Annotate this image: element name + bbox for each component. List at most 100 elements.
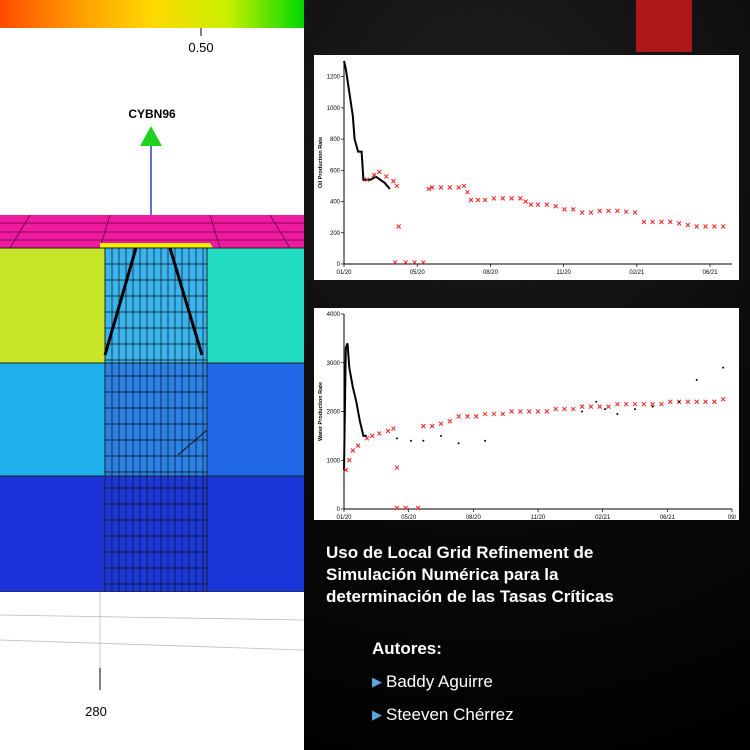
observed-point — [456, 185, 461, 190]
cell-yellow-green — [0, 248, 105, 363]
observed-point — [364, 177, 370, 183]
cell-bottom-left — [0, 476, 105, 592]
y-tick-label: 3000 — [327, 361, 341, 367]
observed-point — [659, 219, 664, 225]
x-tick-label: 06/21 — [703, 270, 719, 276]
observed-point — [447, 185, 453, 190]
observed-point — [676, 221, 682, 226]
oil-rate-chart: 0 200 400 600 800 1000 1200 01/20 05/20 08/20 11/2… — [314, 55, 739, 280]
well-label: CYBN96 — [128, 107, 176, 121]
observed-point — [606, 208, 611, 214]
y-tick-label: 600 — [330, 168, 341, 174]
observed-point — [394, 465, 400, 470]
history-point — [595, 400, 598, 403]
cone-left-line — [103, 247, 138, 356]
observed-point — [528, 202, 534, 208]
y-tick-label: 4000 — [327, 312, 341, 318]
observed-point — [518, 196, 523, 201]
x-tick-label: 09/ — [728, 515, 737, 520]
observed-point — [641, 401, 647, 407]
observed-point — [544, 409, 550, 414]
history-point — [440, 434, 442, 437]
observed-point — [509, 196, 514, 201]
x-tick-label: 05/20 — [401, 515, 417, 520]
observed-point — [553, 406, 558, 412]
cell-mid-left — [0, 363, 105, 476]
observed-point — [535, 202, 541, 208]
author-item: ▶ Baddy Aguirre — [372, 672, 493, 692]
observed-point — [694, 224, 700, 229]
history-point — [395, 437, 398, 440]
cell-mid-right — [207, 363, 304, 476]
observed-point — [570, 206, 576, 212]
triangle-bullet-icon: ▶ — [372, 674, 382, 689]
observed-point — [509, 409, 514, 414]
observed-point — [570, 406, 576, 412]
history-point — [651, 405, 654, 408]
observed-point — [355, 443, 361, 448]
x-tick-label: 08/20 — [483, 270, 499, 276]
author-name: Baddy Aguirre — [386, 672, 493, 691]
x-tick-label: 11/20 — [556, 270, 571, 276]
simulated-series-line — [343, 60, 391, 190]
observed-point — [703, 399, 708, 405]
observed-point — [720, 224, 726, 229]
axis-tick-label: 280 — [85, 704, 107, 719]
observed-point — [376, 169, 382, 175]
history-point — [410, 439, 413, 442]
observed-point — [369, 433, 375, 439]
observed-point — [685, 399, 691, 405]
observed-point — [475, 197, 481, 203]
water-rate-chart: 0 1000 2000 3000 4000 01/20 05/20 08/20 11/20 02/… — [314, 308, 739, 521]
observed-point — [350, 448, 356, 453]
observed-point — [438, 421, 444, 427]
observed-point — [562, 406, 567, 412]
x-tick-label: 02/21 — [629, 270, 645, 276]
y-tick-label: 0 — [337, 507, 341, 513]
info-panel: 0 200 400 600 800 1000 1200 01/20 05/20 08/20 11/2… — [304, 0, 750, 750]
accent-bar — [636, 0, 692, 52]
observed-point — [579, 210, 585, 215]
observed-point — [392, 260, 398, 265]
observed-point — [579, 404, 585, 409]
y-tick-label: 200 — [330, 231, 341, 237]
history-point — [422, 439, 425, 442]
observed-point — [720, 396, 726, 402]
cell-refined-bottom — [105, 476, 207, 592]
observed-point — [473, 414, 479, 419]
observed-point — [461, 183, 467, 189]
observed-point — [376, 431, 382, 436]
observed-point — [343, 467, 349, 473]
observed-point — [391, 426, 396, 431]
observed-point — [650, 401, 655, 407]
observed-point — [703, 224, 708, 229]
y-tick-label: 1200 — [327, 75, 341, 81]
observed-point — [650, 219, 655, 225]
cone-right-line — [168, 247, 204, 356]
observed-point — [383, 174, 389, 179]
observed-point — [465, 414, 470, 419]
y-tick-label: 400 — [330, 200, 341, 206]
y-tick-label: 1000 — [327, 458, 341, 464]
observed-point — [438, 185, 444, 190]
observed-point — [588, 210, 594, 215]
observed-point — [447, 418, 453, 424]
observed-point — [597, 404, 603, 409]
observed-point — [518, 409, 523, 414]
x-tick-label: 11/20 — [531, 515, 546, 520]
observed-point — [623, 209, 629, 215]
observed-point — [412, 260, 417, 265]
well-arrow-icon — [140, 126, 162, 146]
simulated-series-line — [343, 342, 367, 471]
observed-point — [346, 457, 352, 463]
poster-title: Uso de Local Grid Refinement de Simulaci… — [326, 543, 614, 606]
observed-point — [632, 210, 638, 215]
observed-point — [685, 222, 691, 228]
x-tick-label: 05/20 — [410, 270, 426, 276]
author-name: Steeven Chérrez — [386, 705, 514, 724]
observed-point — [468, 197, 474, 203]
observed-point — [421, 260, 426, 265]
observed-point — [482, 411, 488, 417]
observed-point — [500, 411, 506, 417]
history-point — [634, 408, 636, 411]
